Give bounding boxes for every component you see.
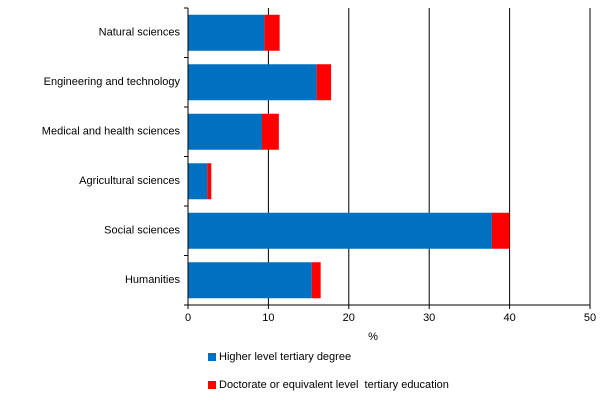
bar xyxy=(491,212,510,249)
bar xyxy=(188,14,265,51)
bar xyxy=(207,163,212,200)
x-tick-label: 0 xyxy=(185,312,191,324)
y-tick-label: Social sciences xyxy=(104,225,180,237)
bar xyxy=(188,113,262,150)
x-tick-label: 30 xyxy=(423,312,435,324)
x-axis-label: % xyxy=(368,331,378,343)
legend-label: Doctorate or equivalent level tertiary e… xyxy=(219,379,449,391)
x-tick-label: 20 xyxy=(343,312,355,324)
bar xyxy=(316,64,332,101)
x-tick-label: 10 xyxy=(262,312,274,324)
bar xyxy=(188,212,492,249)
legend-swatch xyxy=(208,381,216,389)
bar xyxy=(188,163,208,200)
y-tick-label: Medical and health sciences xyxy=(42,126,181,138)
y-tick-label: Humanities xyxy=(125,274,181,286)
x-tick-label: 50 xyxy=(584,312,596,324)
legend-label: Higher level tertiary degree xyxy=(219,351,351,363)
bar xyxy=(188,64,317,101)
y-tick-label: Engineering and technology xyxy=(44,76,181,88)
bar xyxy=(264,14,280,51)
x-tick-label: 40 xyxy=(503,312,515,324)
y-tick-label: Agricultural sciences xyxy=(79,175,180,187)
y-tick-label: Natural sciences xyxy=(99,27,181,39)
bar xyxy=(261,113,279,150)
bar xyxy=(311,262,321,299)
legend-swatch xyxy=(208,353,216,361)
bar xyxy=(188,262,312,299)
